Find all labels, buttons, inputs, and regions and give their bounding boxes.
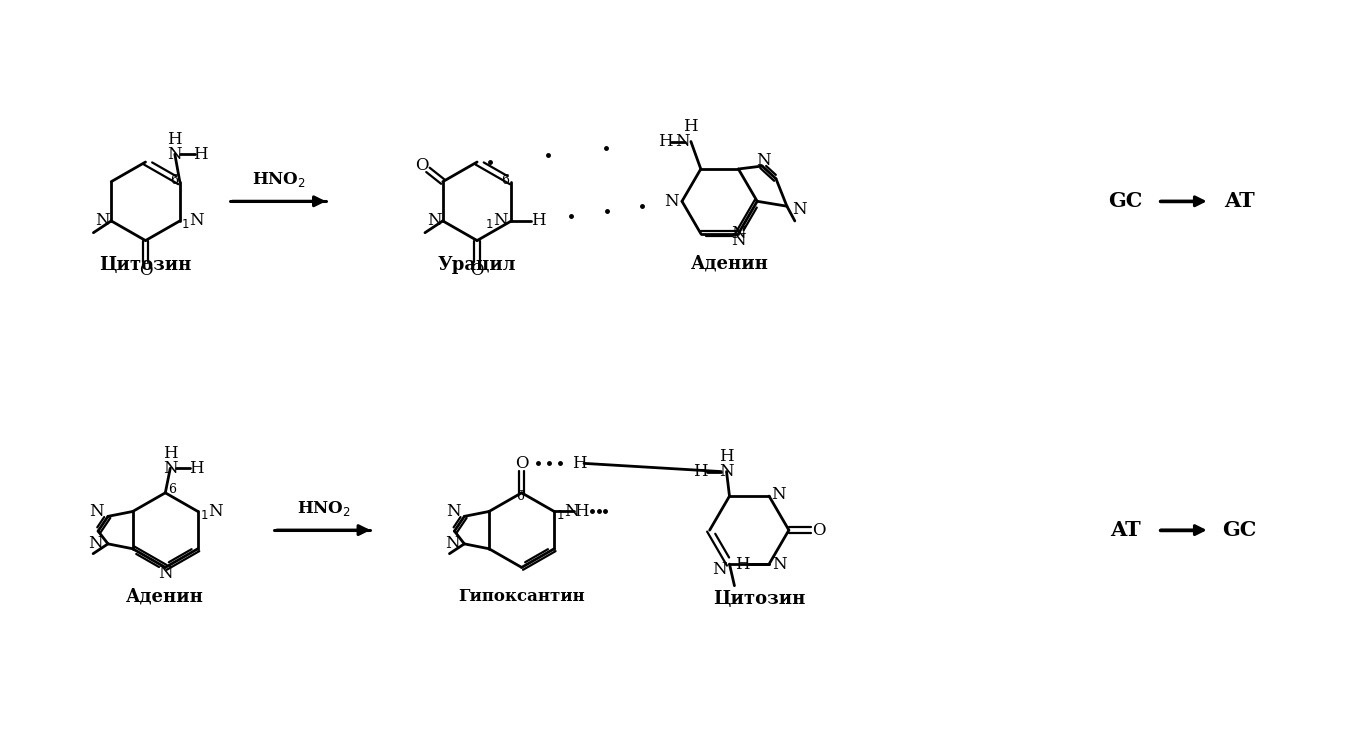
Text: H: H xyxy=(574,503,589,520)
Text: O: O xyxy=(471,261,484,279)
Text: Урацил: Урацил xyxy=(438,256,517,274)
Text: H: H xyxy=(694,463,709,480)
Text: GC: GC xyxy=(1223,520,1257,540)
Text: O: O xyxy=(139,261,152,279)
Text: N: N xyxy=(732,225,745,242)
Text: AT: AT xyxy=(1110,520,1141,540)
Text: O: O xyxy=(812,522,826,538)
Text: Аденин: Аденин xyxy=(691,254,768,272)
Text: GC: GC xyxy=(1108,191,1142,212)
Text: N: N xyxy=(665,193,679,210)
Text: H: H xyxy=(189,460,203,477)
Text: N: N xyxy=(772,556,786,572)
Text: Гипоксантин: Гипоксантин xyxy=(458,588,585,605)
Text: N: N xyxy=(167,145,182,163)
Text: N: N xyxy=(732,232,745,249)
Text: O: O xyxy=(515,455,529,472)
Text: H: H xyxy=(683,118,698,136)
Text: N: N xyxy=(756,151,771,169)
Text: N: N xyxy=(158,565,173,582)
Text: $_1$N: $_1$N xyxy=(486,212,510,230)
Text: N: N xyxy=(445,535,460,553)
Text: H: H xyxy=(167,131,182,148)
Text: HNO$_2$: HNO$_2$ xyxy=(296,499,351,518)
Text: N: N xyxy=(676,133,690,150)
Text: H: H xyxy=(530,212,545,230)
Text: N: N xyxy=(719,463,734,480)
Text: H: H xyxy=(719,448,734,465)
Text: Аденин: Аденин xyxy=(126,588,204,606)
Text: AT: AT xyxy=(1224,191,1255,212)
Text: N: N xyxy=(95,212,110,230)
Text: N: N xyxy=(446,503,460,520)
Text: HNO$_2$: HNO$_2$ xyxy=(252,170,306,189)
Text: N: N xyxy=(90,503,103,520)
Text: $_1$N: $_1$N xyxy=(556,502,581,521)
Text: H: H xyxy=(658,133,672,150)
Text: N: N xyxy=(163,460,178,477)
Text: N: N xyxy=(711,560,726,578)
Text: O: O xyxy=(415,157,428,175)
Text: $_1$N: $_1$N xyxy=(200,502,224,521)
Text: 6: 6 xyxy=(502,174,510,187)
Text: Цитозин: Цитозин xyxy=(99,256,192,274)
Text: 6: 6 xyxy=(170,174,178,187)
Text: H: H xyxy=(163,445,178,462)
Text: $_1$N: $_1$N xyxy=(181,212,205,230)
Text: H: H xyxy=(571,455,586,472)
Text: N: N xyxy=(88,535,103,553)
Text: H: H xyxy=(193,145,208,163)
Text: 6: 6 xyxy=(169,483,177,496)
Text: H: H xyxy=(734,556,749,572)
Text: N: N xyxy=(792,200,806,218)
Text: N: N xyxy=(427,212,442,230)
Text: 6: 6 xyxy=(515,490,524,503)
Text: Цитозин: Цитозин xyxy=(713,590,805,608)
Text: N: N xyxy=(771,486,786,503)
